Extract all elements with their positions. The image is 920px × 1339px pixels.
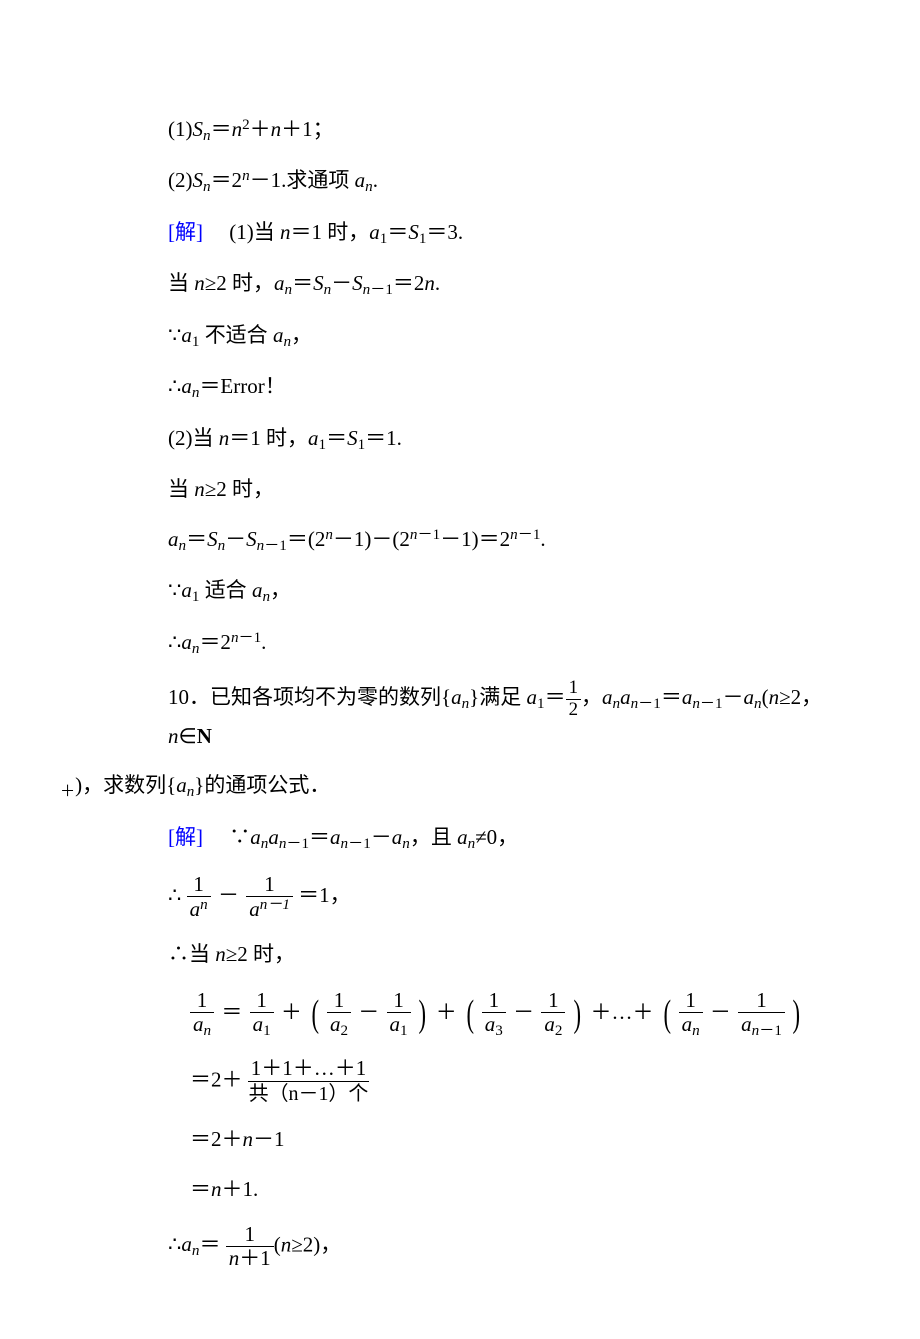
underbrace: 1＋1＋…＋1 共（n－1）个 xyxy=(248,1057,370,1106)
fraction: 1 n＋1 xyxy=(226,1223,274,1270)
solution-1-line-4: an＝Error！ xyxy=(168,362,860,413)
telescoping-line: 1 an ＝ 1 a1 ＋ ( 1a2 － 1a1 ) ＋ ( 1a3 － 1a… xyxy=(190,980,860,1048)
page: (1)Sn＝n2＋n＋1； (2)Sn＝2n－1.求通项 an. [解] (1)… xyxy=(0,0,920,1339)
final-line: an＝ 1 n＋1 (n≥2)， xyxy=(168,1214,860,1279)
fraction: 1an－1 xyxy=(738,989,785,1039)
solution-1-line-5: (2)当 n＝1 时，a1＝S1＝1. xyxy=(168,414,860,465)
question-10-line-2: ＋)，求数列{an}的通项公式． xyxy=(60,761,860,812)
solution-1-line-9: an＝2n－1. xyxy=(168,618,860,669)
fraction: 1an xyxy=(679,989,703,1039)
line-p1-1: (1)Sn＝n2＋n＋1； xyxy=(168,105,860,156)
solution-2-line-1: [解] anan－1＝an－1－an，且 an≠0， xyxy=(168,813,860,864)
solution-1-line-6: 当 n≥2 时， xyxy=(168,465,860,515)
solution-1-line-8: a1 适合 an， xyxy=(168,566,860,617)
line-p1-2: (2)Sn＝2n－1.求通项 an. xyxy=(168,156,860,207)
fraction: 1 an xyxy=(187,873,211,921)
solution-1-line-7: an＝Sn－Sn－1＝(2n－1)－(2n－1－1)＝2n－1. xyxy=(168,515,860,566)
result-line-1: ＝2＋n－1 xyxy=(190,1115,860,1165)
solution-2-line-2: 1 an － 1 an－1 ＝1， xyxy=(168,864,860,930)
fraction: 1a2 xyxy=(327,989,351,1039)
fraction: 1a1 xyxy=(387,989,411,1039)
underbrace-line: ＝2＋ 1＋1＋…＋1 共（n－1）个 xyxy=(190,1048,860,1115)
result-line-2: ＝n＋1. xyxy=(190,1165,860,1215)
minus-sign: － xyxy=(216,883,241,907)
question-10-line-1: 10．已知各项均不为零的数列{an}满足 a1＝12，anan－1＝an－1－a… xyxy=(168,669,860,761)
fraction: 12 xyxy=(566,678,581,721)
solution-1-line-2: 当 n≥2 时，an＝Sn－Sn－1＝2n. xyxy=(168,259,860,310)
fraction: 1a2 xyxy=(541,989,565,1039)
fraction: 1 an xyxy=(190,989,214,1039)
solution-label: [解] xyxy=(168,825,203,849)
text: ＝2＋ xyxy=(190,1067,243,1091)
fraction: 1 an－1 xyxy=(246,873,293,921)
fraction: 1 a1 xyxy=(250,989,274,1039)
solution-1-line-3: a1 不适合 an， xyxy=(168,311,860,362)
solution-label: [解] xyxy=(168,220,203,244)
solution-1-line-1: [解] (1)当 n＝1 时，a1＝S1＝3. xyxy=(168,208,860,259)
solution-2-line-3: 当 n≥2 时， xyxy=(168,930,860,980)
fraction: 1a3 xyxy=(482,989,506,1039)
